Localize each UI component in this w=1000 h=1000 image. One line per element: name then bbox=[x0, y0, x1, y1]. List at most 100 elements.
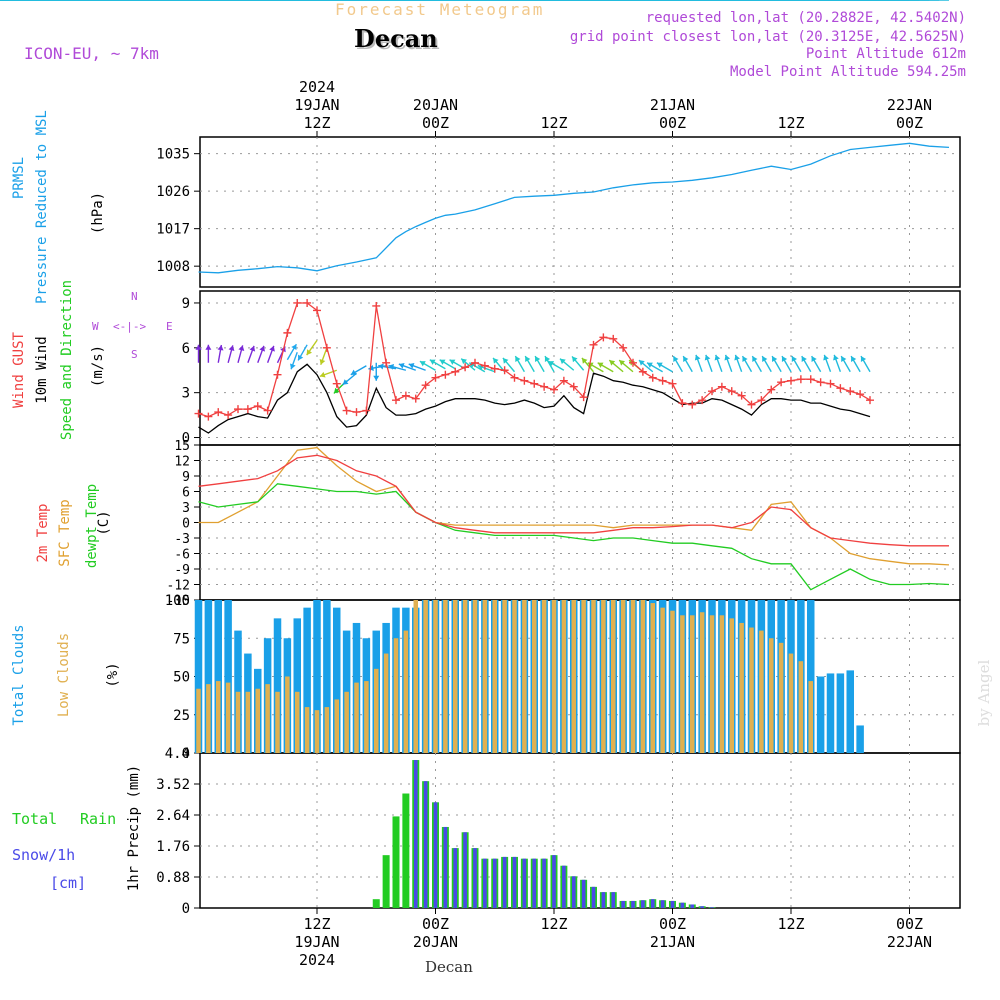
wind-arrow-head bbox=[289, 363, 296, 370]
low-cloud-bar bbox=[472, 600, 478, 753]
gust-marker bbox=[362, 406, 371, 415]
low-cloud-bar bbox=[611, 600, 616, 753]
low-cloud-bar bbox=[374, 668, 379, 753]
gust-marker bbox=[638, 367, 647, 376]
wind-arrow-head bbox=[217, 345, 224, 351]
y-tick-label: 0.88 bbox=[156, 870, 190, 886]
y-tick-label: 1026 bbox=[156, 184, 190, 200]
low-cloud-bar bbox=[650, 603, 655, 753]
bottom-date-label: 19JAN bbox=[294, 933, 339, 951]
wind-arrow-head bbox=[801, 356, 807, 362]
wind-arrow-head bbox=[742, 356, 748, 362]
wind-arrow-head bbox=[683, 356, 689, 362]
bottom-date-label: 22JAN bbox=[887, 933, 932, 951]
wind-arrow-head bbox=[319, 359, 326, 365]
gust-marker bbox=[471, 358, 479, 367]
wind-arrow-head bbox=[388, 363, 395, 370]
gust-marker bbox=[431, 373, 440, 382]
low-cloud-bar bbox=[482, 600, 488, 753]
snow-bar bbox=[690, 904, 695, 908]
gust-marker bbox=[234, 405, 242, 414]
gust-marker bbox=[313, 306, 321, 315]
low-cloud-bar bbox=[314, 710, 320, 753]
low-cloud-bar bbox=[295, 691, 300, 753]
wind-arrow-head bbox=[195, 344, 202, 350]
wind-arrow-head bbox=[368, 365, 374, 371]
total-cloud-bar bbox=[303, 607, 311, 753]
wind-arrow-head bbox=[781, 356, 788, 362]
sfc-temp-line bbox=[198, 446, 950, 566]
snow-bar bbox=[710, 907, 714, 908]
wind-arrow-head bbox=[694, 354, 701, 361]
gust-marker bbox=[303, 298, 312, 307]
gust-marker bbox=[747, 400, 756, 409]
low-cloud-bar bbox=[630, 600, 636, 753]
total-cloud-bar bbox=[224, 600, 232, 753]
snow-bar bbox=[660, 900, 665, 908]
low-cloud-bar bbox=[285, 676, 290, 753]
footer-location: Decan bbox=[425, 958, 473, 976]
y-tick-label: -3 bbox=[174, 532, 190, 547]
low-cloud-bar bbox=[759, 630, 764, 753]
bottom-hour-label: 00Z bbox=[659, 915, 686, 933]
low-cloud-bar bbox=[393, 638, 399, 753]
y-tick-label: 1.76 bbox=[156, 839, 190, 855]
snow-bar bbox=[512, 856, 517, 908]
total-cloud-bar bbox=[826, 673, 835, 753]
wind-arrow-head bbox=[493, 357, 499, 364]
low-cloud-bar bbox=[601, 600, 606, 753]
rain-bar bbox=[382, 855, 390, 908]
wind-arrow-head bbox=[306, 349, 313, 356]
wind-arrow-head bbox=[408, 362, 415, 369]
low-cloud-bar bbox=[769, 638, 774, 753]
wind-arrow-head bbox=[249, 345, 256, 352]
low-cloud-bar bbox=[788, 653, 794, 753]
wind-arrow-head bbox=[319, 371, 326, 378]
y-tick-label: 3 bbox=[182, 386, 190, 402]
wind-arrow-head bbox=[724, 354, 731, 361]
wind-arrow-head bbox=[647, 362, 653, 368]
gust-marker bbox=[836, 384, 845, 393]
wind-arrow-head bbox=[449, 359, 456, 365]
top-hour-label: 12Z bbox=[777, 114, 804, 132]
snow-bar bbox=[601, 892, 606, 908]
low-cloud-bar bbox=[670, 610, 675, 753]
wind-arrow-head bbox=[515, 356, 521, 362]
gust-marker bbox=[253, 402, 262, 411]
snow-bar bbox=[463, 832, 467, 908]
bottom-date-label: 20JAN bbox=[413, 933, 458, 951]
wind-arrow-head bbox=[525, 356, 531, 362]
bottom-year-label: 2024 bbox=[299, 951, 335, 969]
snow-bar bbox=[492, 858, 497, 908]
low-cloud-bar bbox=[245, 691, 251, 753]
snow-bar bbox=[433, 802, 438, 908]
y-tick-label: 75 bbox=[173, 631, 190, 647]
total-cloud-bar bbox=[807, 600, 815, 753]
snow-bar bbox=[670, 900, 675, 908]
gust-marker bbox=[490, 364, 499, 373]
y-tick-label: 0 bbox=[182, 517, 190, 532]
snow-bar bbox=[650, 899, 655, 908]
compass-n: N bbox=[131, 290, 138, 303]
wind-arrow-head bbox=[350, 369, 357, 375]
pressure-line bbox=[198, 142, 950, 274]
gust-marker bbox=[293, 298, 302, 307]
bottom-date-label: 21JAN bbox=[650, 933, 695, 951]
wind-arrow-head bbox=[544, 356, 551, 362]
wind-arrow-head bbox=[714, 354, 721, 361]
low-cloud-bar bbox=[551, 600, 557, 753]
gust-marker bbox=[806, 375, 815, 384]
gust-marker bbox=[283, 328, 292, 337]
gust-marker bbox=[609, 334, 618, 343]
gust-marker bbox=[243, 405, 252, 414]
gust-marker bbox=[846, 387, 855, 396]
gust-marker bbox=[658, 376, 667, 385]
low-cloud-bar bbox=[255, 688, 260, 753]
low-cloud-bar bbox=[502, 600, 507, 753]
wind-arrow-head bbox=[752, 356, 758, 362]
legend-rain: Rain bbox=[80, 810, 117, 828]
gust-marker bbox=[332, 379, 341, 388]
wind-arrow-head bbox=[228, 345, 235, 351]
gust-marker bbox=[698, 396, 707, 405]
legend-total: Total bbox=[12, 810, 58, 828]
